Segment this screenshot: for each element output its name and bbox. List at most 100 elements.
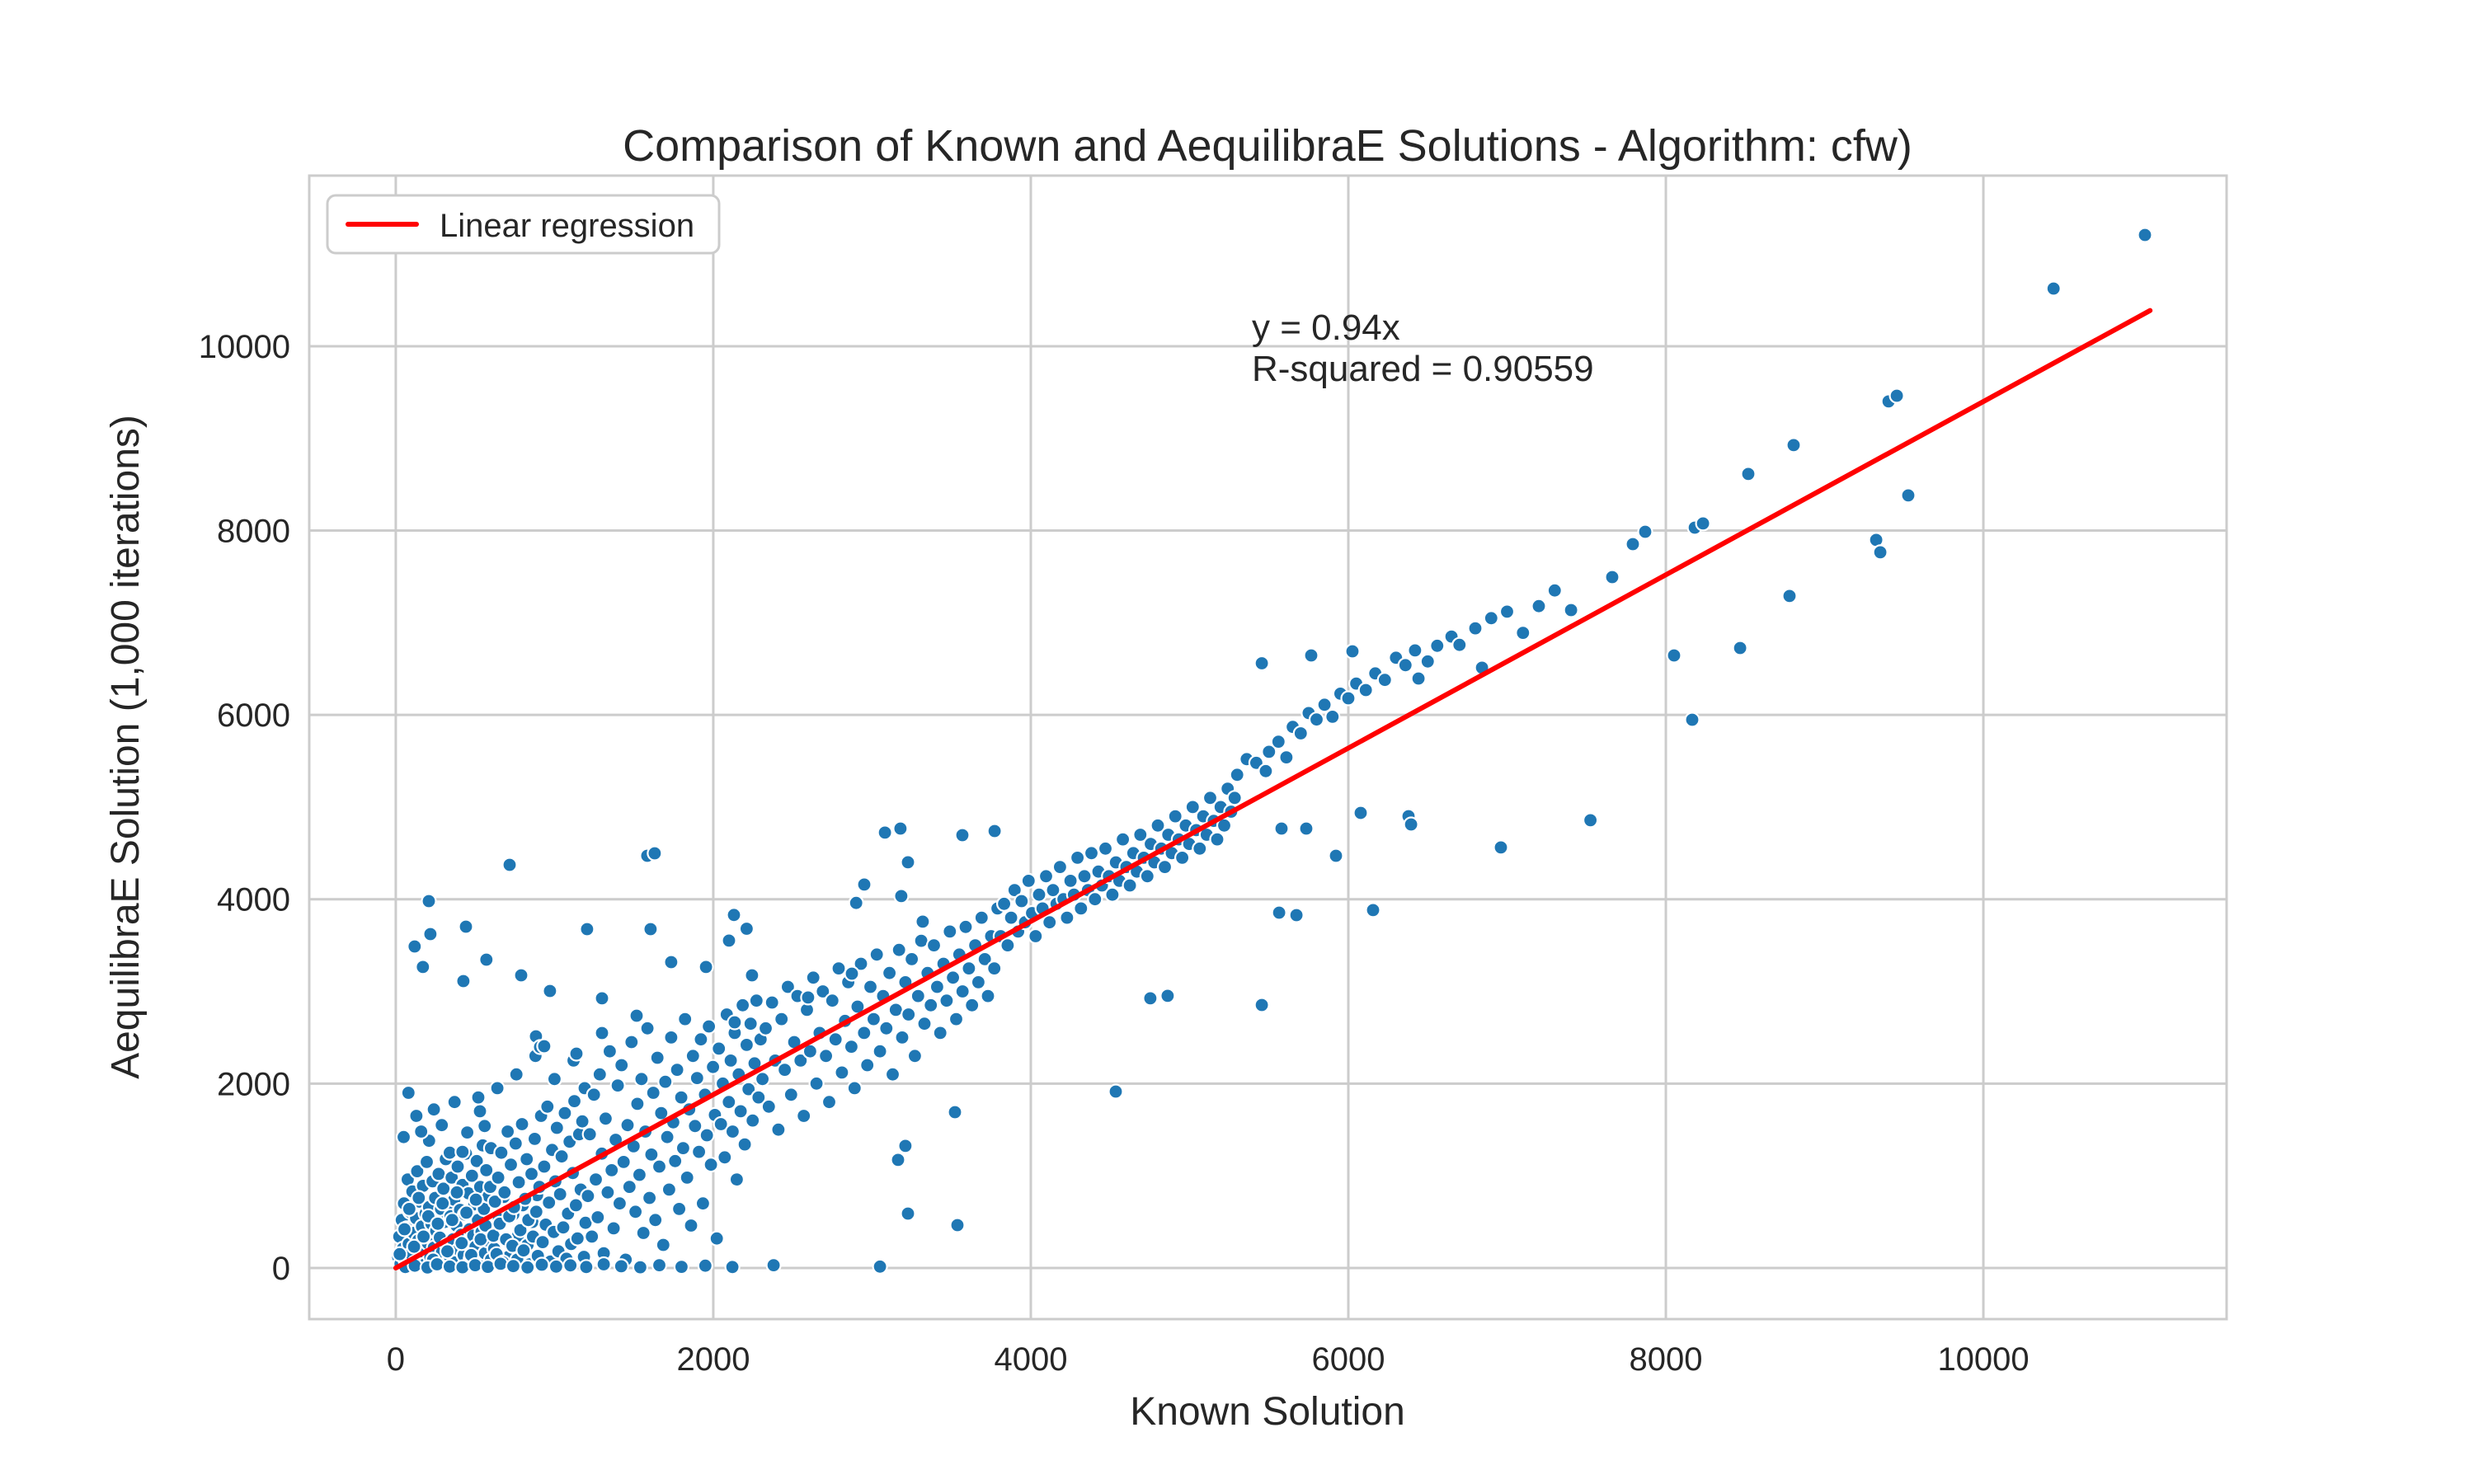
annotation-equation: y = 0.94x — [1252, 308, 1400, 348]
data-point — [487, 1193, 503, 1210]
data-point — [834, 1064, 850, 1081]
data-point — [760, 1098, 777, 1115]
data-point — [418, 1153, 435, 1171]
data-point — [713, 1115, 729, 1133]
x-tick-label: 2000 — [676, 1341, 750, 1378]
data-point — [721, 1094, 737, 1111]
data-point — [890, 1152, 906, 1168]
data-point — [477, 1118, 493, 1134]
y-tick-label: 0 — [272, 1251, 290, 1287]
data-point — [721, 932, 737, 949]
data-point — [555, 1219, 571, 1236]
data-point — [415, 959, 431, 975]
data-point — [499, 1123, 516, 1140]
data-point — [1006, 881, 1023, 899]
data-point — [645, 1084, 661, 1101]
data-point — [574, 1113, 590, 1129]
regression-line — [393, 308, 2153, 1270]
data-point — [793, 1052, 809, 1069]
data-point — [455, 973, 472, 989]
data-point — [507, 1135, 524, 1152]
data-point — [520, 1259, 536, 1275]
x-tick-label: 4000 — [994, 1341, 1067, 1378]
data-point — [1563, 602, 1579, 618]
data-point — [496, 1184, 513, 1200]
data-point — [463, 1167, 480, 1184]
data-point — [1888, 387, 1905, 404]
data-point — [1139, 868, 1155, 885]
data-point — [824, 993, 840, 1009]
y-tick-label: 6000 — [217, 697, 290, 734]
data-point — [422, 926, 439, 942]
tick-labels-layer: 0 2000 4000 6000 8000 10000 0 2000 4000 6000 8000 1… — [199, 329, 2030, 1378]
data-point — [1073, 900, 1089, 917]
data-point — [726, 907, 742, 923]
data-point — [724, 1259, 741, 1275]
data-point — [1357, 682, 1374, 698]
data-point — [548, 1258, 565, 1275]
data-point — [641, 1190, 658, 1206]
data-point — [1270, 733, 1286, 750]
data-point — [467, 1256, 483, 1274]
data-point — [1365, 902, 1381, 918]
data-point — [1546, 582, 1563, 599]
data-point — [859, 1057, 876, 1073]
x-tick-label: 0 — [387, 1341, 405, 1378]
data-point — [642, 921, 659, 937]
data-point — [897, 1138, 914, 1154]
data-point — [973, 909, 990, 926]
data-point — [1076, 868, 1093, 885]
data-point — [673, 1258, 690, 1275]
data-point — [1324, 708, 1341, 726]
data-point — [1303, 647, 1319, 664]
data-point — [601, 1043, 618, 1059]
data-point — [948, 1011, 965, 1027]
data-point — [663, 1029, 680, 1046]
data-point — [604, 1162, 620, 1179]
data-point — [1732, 640, 1748, 656]
data-point — [396, 1221, 413, 1237]
data-point — [623, 1034, 640, 1050]
data-point — [868, 946, 885, 963]
data-point — [774, 1011, 790, 1027]
y-tick-label: 10000 — [199, 329, 290, 365]
data-point — [1625, 536, 1641, 552]
data-point — [675, 1139, 692, 1157]
data-point — [900, 854, 916, 871]
data-point — [406, 1238, 422, 1255]
y-tick-label: 2000 — [217, 1066, 290, 1102]
data-point — [881, 965, 898, 981]
data-point — [579, 921, 595, 937]
data-point — [717, 1149, 733, 1166]
annotation-r-squared: R-squared = 0.90559 — [1252, 349, 1594, 389]
data-point — [1051, 858, 1069, 876]
data-point — [843, 1038, 860, 1055]
data-point — [808, 1075, 825, 1092]
data-point — [444, 1212, 460, 1228]
data-point — [900, 1205, 916, 1222]
data-point — [1419, 653, 1436, 669]
data-point — [539, 1098, 556, 1115]
data-point — [827, 1031, 844, 1048]
data-point — [976, 951, 993, 968]
data-point — [536, 1038, 553, 1054]
data-point — [1192, 840, 1208, 857]
x-axis-label: Known Solution — [1130, 1390, 1405, 1434]
data-point — [541, 1194, 557, 1211]
data-point — [395, 1129, 412, 1145]
data-point — [1531, 598, 1547, 614]
data-point — [413, 1123, 430, 1140]
data-point — [669, 1061, 685, 1078]
data-point — [830, 960, 847, 977]
data-point — [862, 979, 879, 995]
data-point — [1298, 820, 1315, 837]
data-point — [632, 1259, 649, 1275]
x-tick-label: 6000 — [1312, 1341, 1385, 1378]
data-point — [552, 1186, 568, 1203]
data-point — [878, 1020, 895, 1036]
data-point — [872, 1043, 888, 1059]
data-point — [1278, 749, 1295, 766]
data-point — [468, 1191, 484, 1208]
data-point — [817, 1048, 835, 1064]
